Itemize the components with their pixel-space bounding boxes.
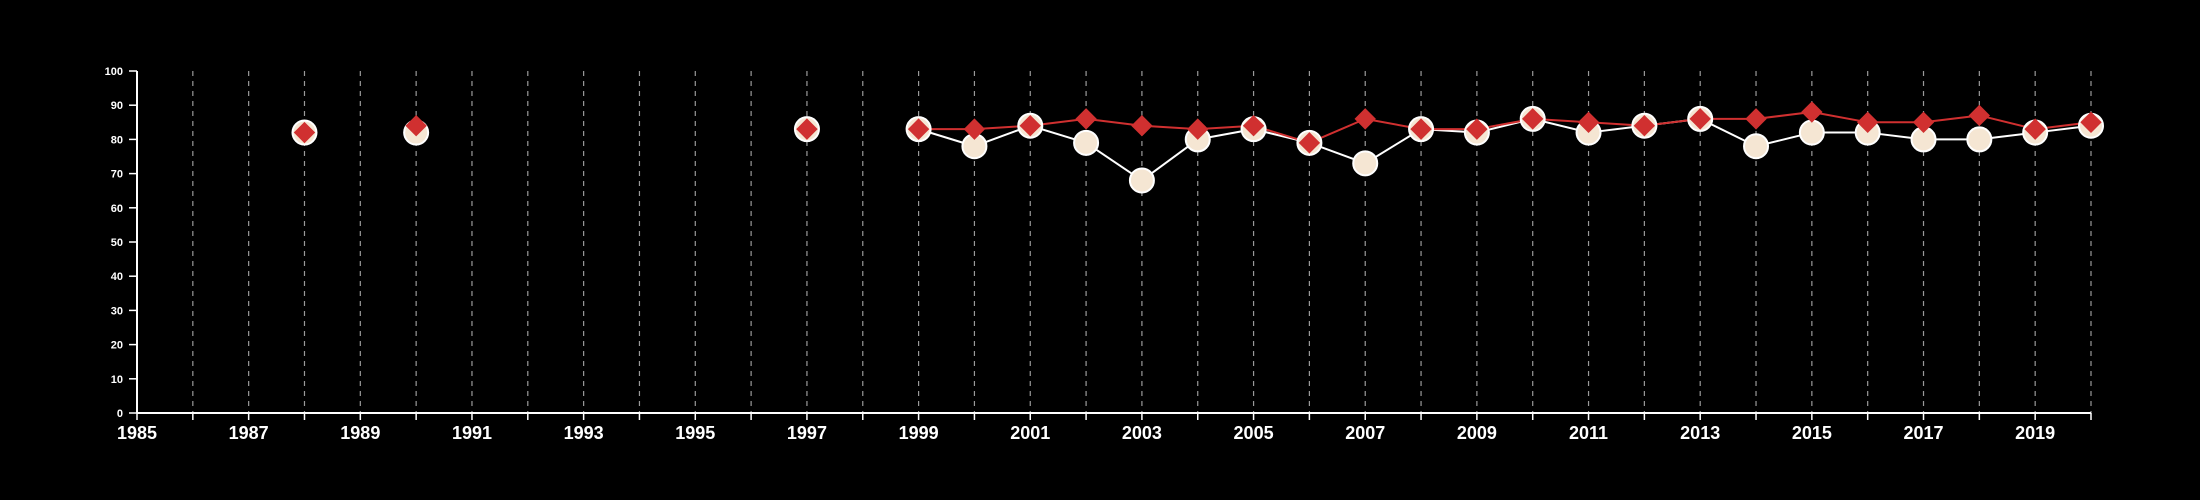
x-tick-label: 2001 [1010,423,1050,443]
series-2-point [796,118,818,140]
series-2-point [2024,118,2046,140]
series-2-point [1912,111,1935,134]
series-2-point [1577,111,1600,134]
x-tick-label: 1991 [452,423,492,443]
series-2-point [1968,104,1991,127]
x-tick-label: 2011 [1569,423,1608,443]
series-1-point [1966,126,1993,153]
y-tick-label: 20 [111,340,123,352]
x-tick-label: 1995 [675,423,715,443]
series-2-point [1633,115,1656,137]
y-tick-label: 100 [105,66,123,78]
series-2-point [1856,111,1879,134]
series-2-point [405,115,427,137]
x-tick-label: 2013 [1680,423,1720,443]
series-2-point [293,121,316,144]
series-2-point [963,118,986,140]
x-tick-label: 1999 [899,423,939,443]
grid-lines [192,71,2092,413]
y-tick-label: 40 [111,271,123,283]
x-tick-label: 1985 [117,423,157,443]
series-2-point [1019,115,1041,137]
series-2-point [2080,111,2102,134]
y-tick-label: 70 [111,169,123,181]
x-tick-label: 2019 [2015,423,2055,443]
series-2-point [1522,108,1544,130]
series-group [291,101,2104,194]
series-2-point [1131,115,1153,137]
y-tick-label: 50 [111,237,123,249]
x-tick-label: 1997 [787,423,827,443]
x-tick-label: 2009 [1457,423,1497,443]
series-2-point [1745,108,1767,130]
series-1-point [1743,133,1770,160]
x-tick-label: 2007 [1345,423,1385,443]
x-tick-label: 2005 [1234,423,1274,443]
y-tick-label: 10 [111,374,123,386]
y-tick-label: 90 [111,100,123,112]
x-tick-label: 1993 [564,423,604,443]
x-tick-label: 2015 [1792,423,1832,443]
series-2-point [1187,118,1209,140]
series-2-line-segment [1811,111,1868,124]
series-1-point [1798,119,1825,146]
series-2-point [1354,108,1376,130]
series-2-point [1242,115,1265,137]
x-tick-label: 1987 [229,423,269,443]
series-2-point [1801,101,1823,123]
series-1-point [1128,167,1155,194]
series-2-point [1689,108,1711,130]
series-1-point [1073,129,1100,156]
y-tick-label: 80 [111,134,123,146]
series-2-point [1466,118,1488,140]
axes: 0 10 20 30 40 50 60 70 80 90 100 1985 1987 1989 1991 19… [105,66,2092,443]
series-2-point [907,118,930,140]
x-tick-label: 2003 [1122,423,1162,443]
y-tick-label: 0 [117,408,123,420]
series-1-point [1352,150,1379,177]
series-2-point [1410,118,1432,140]
series-2-point [1075,108,1097,130]
y-tick-label: 30 [111,305,123,317]
x-tick-label: 2017 [1903,423,1943,443]
series-2-point [1298,132,1321,154]
y-tick-label: 60 [111,203,123,215]
x-tick-label: 1989 [340,423,380,443]
